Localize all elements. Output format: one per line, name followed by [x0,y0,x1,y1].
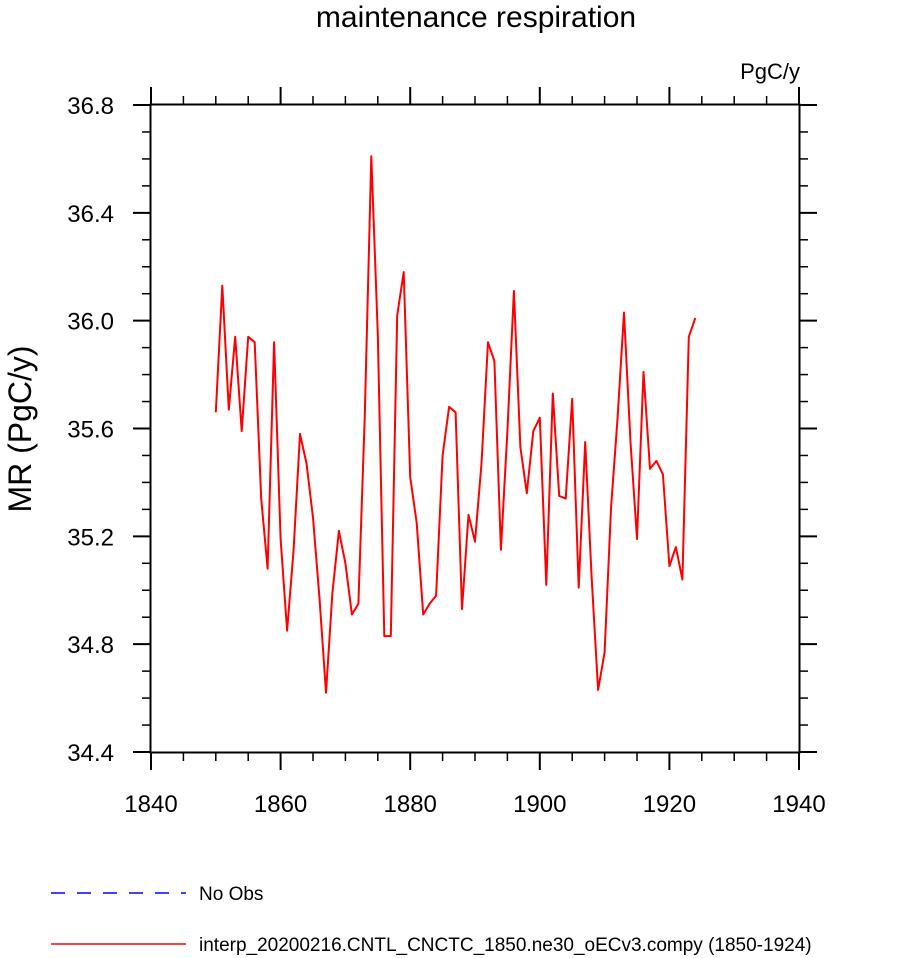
chart-title: maintenance respiration [316,1,636,34]
x-tick-label-2: 1880 [384,791,437,818]
plot-frame [149,103,801,754]
legend-label-0: No Obs [199,884,263,905]
y-tick-label-5: 36.4 [67,201,114,228]
y-tick-label-1: 34.8 [67,632,114,659]
axis-tick-labels: 1840 1860 1880 1900 1920 1940 34.4 34.8 35.2 35.6… [67,93,825,818]
y-axis-label: MR (PgC/y) [2,345,38,512]
x-tick-label-5: 1940 [772,791,825,818]
y-tick-label-4: 36.0 [67,309,114,336]
x-tick-label-3: 1900 [513,791,566,818]
x-tick-label-1: 1860 [254,791,307,818]
x-tick-label-0: 1840 [124,791,177,818]
y-tick-label-0: 34.4 [67,740,114,767]
series-line-0 [214,155,697,694]
series-layer [214,155,697,694]
y-tick-label-2: 35.2 [67,524,114,551]
y-tick-label-3: 35.6 [67,417,114,444]
legend: No Obs interp_20200216.CNTL_CNCTC_1850.ne… [51,884,812,956]
x-tick-label-4: 1920 [643,791,696,818]
units-label: PgC/y [740,59,800,84]
y-tick-label-6: 36.8 [67,93,114,120]
legend-label-1: interp_20200216.CNTL_CNCTC_1850.ne30_oEC… [199,935,812,956]
axis-ticks [133,87,817,770]
